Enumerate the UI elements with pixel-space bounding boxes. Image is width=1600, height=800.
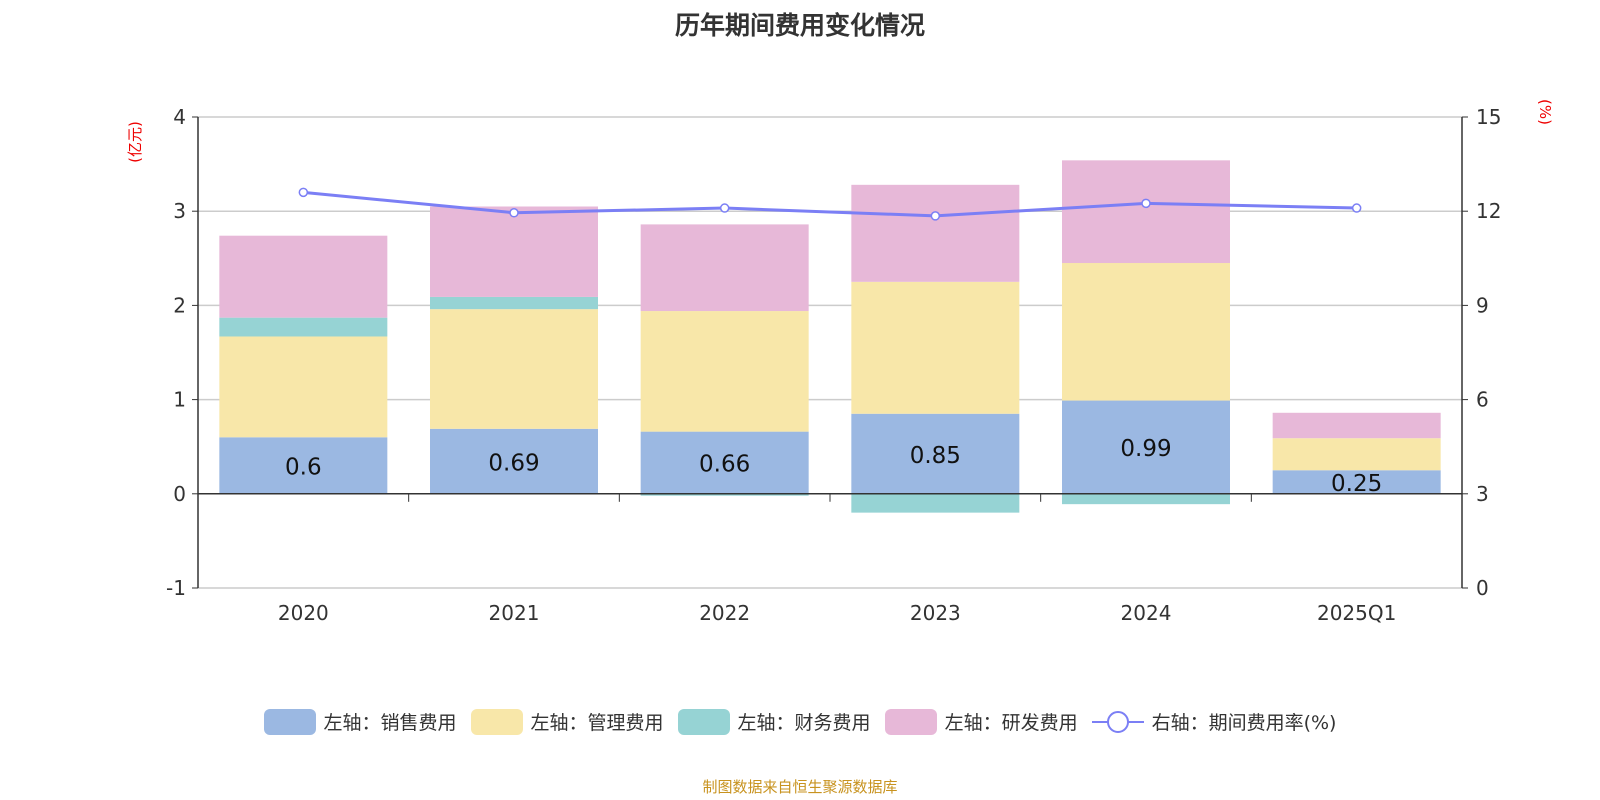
rate-point	[509, 208, 519, 218]
legend-item[interactable]: 右轴：期间费用率(%)	[1091, 708, 1337, 735]
chart-title: 历年期间费用变化情况	[674, 11, 925, 40]
left-tick-label: -1	[166, 576, 186, 600]
bar-2021-1	[430, 309, 598, 429]
bar-2024-0	[1062, 400, 1230, 494]
legend-line-icon	[1091, 710, 1144, 733]
bar-2023-3	[851, 184, 1020, 282]
legend-item[interactable]: 左轴：研发费用	[884, 708, 1078, 735]
legend-label: 左轴：管理费用	[530, 712, 664, 734]
bar-2021-0	[430, 428, 598, 494]
bar-2024-3	[1062, 160, 1230, 264]
bar-2022-0	[640, 431, 809, 494]
bar-2025Q1-1	[1272, 438, 1441, 471]
right-tick-label: 12	[1476, 199, 1501, 223]
legend-swatch	[263, 708, 316, 735]
legend-label: 左轴：研发费用	[944, 712, 1078, 734]
bar-label: 0.85	[910, 443, 961, 469]
x-tick-label: 2022	[699, 601, 750, 625]
x-tick-label: 2025Q1	[1317, 601, 1396, 625]
right-tick-label: 6	[1476, 388, 1489, 412]
rate-point	[719, 203, 730, 213]
bar-2021-3	[430, 206, 598, 297]
bar-label: 0.6	[285, 455, 322, 481]
bar-2023-1	[851, 281, 1020, 414]
legend-item[interactable]: 左轴：管理费用	[470, 708, 664, 735]
bar-2020-2	[219, 317, 388, 337]
legend-item[interactable]: 左轴：销售费用	[263, 708, 457, 735]
bar-2023-2	[851, 493, 1020, 513]
bar-2020-1	[219, 336, 388, 438]
bar-2022-2	[640, 493, 809, 496]
bar-label: 0.25	[1331, 471, 1382, 497]
rate-point	[298, 187, 309, 198]
bar-2025Q1-3	[1272, 412, 1441, 439]
bar-2022-1	[640, 311, 809, 432]
x-tick-label: 2023	[910, 601, 961, 625]
bar-2021-2	[430, 296, 598, 310]
right-tick-label: 3	[1476, 482, 1489, 506]
left-tick-label: 2	[173, 293, 186, 317]
rate-point	[1351, 203, 1362, 213]
left-axis-label: (亿元)	[126, 121, 144, 163]
x-tick-label: 2021	[489, 601, 540, 625]
bar-2022-3	[640, 224, 809, 312]
rate-point	[1141, 198, 1151, 209]
legend-swatch	[884, 708, 937, 735]
left-tick-label: 4	[173, 105, 186, 129]
x-tick-label: 2024	[1121, 601, 1172, 625]
bar-2024-2	[1062, 493, 1230, 505]
bar-2020-3	[219, 235, 388, 318]
bar-2020-0	[219, 437, 388, 494]
legend-label: 左轴：财务费用	[737, 712, 871, 734]
left-tick-label: 3	[173, 199, 186, 223]
bar-2024-1	[1062, 263, 1230, 401]
legend-label: 右轴：期间费用率(%)	[1151, 712, 1337, 734]
legend: 左轴：销售费用 左轴：管理费用 左轴：财务费用 左轴：研发费用 右轴：期间费用率(%)	[0, 708, 1600, 735]
bar-label: 0.66	[699, 452, 750, 478]
source-note: 制图数据来自恒生聚源数据库	[702, 778, 898, 796]
bar-label: 0.99	[1120, 436, 1171, 462]
left-tick-label: 0	[173, 482, 186, 506]
bar-label: 0.69	[488, 450, 539, 476]
legend-swatch	[470, 708, 523, 735]
right-axis-label: (%)	[1536, 99, 1554, 125]
right-tick-label: 15	[1476, 105, 1501, 129]
right-tick-label: 9	[1476, 293, 1489, 317]
bar-2025Q1-0	[1272, 470, 1441, 494]
bar-2023-0	[851, 413, 1020, 494]
x-tick-label: 2020	[278, 601, 329, 625]
rate-point	[930, 211, 941, 221]
legend-swatch	[677, 708, 730, 735]
right-tick-label: 0	[1476, 576, 1489, 600]
left-tick-label: 1	[173, 388, 186, 412]
rate-line	[303, 190, 1357, 218]
legend-label: 左轴：销售费用	[323, 712, 457, 734]
legend-item[interactable]: 左轴：财务费用	[677, 708, 871, 735]
